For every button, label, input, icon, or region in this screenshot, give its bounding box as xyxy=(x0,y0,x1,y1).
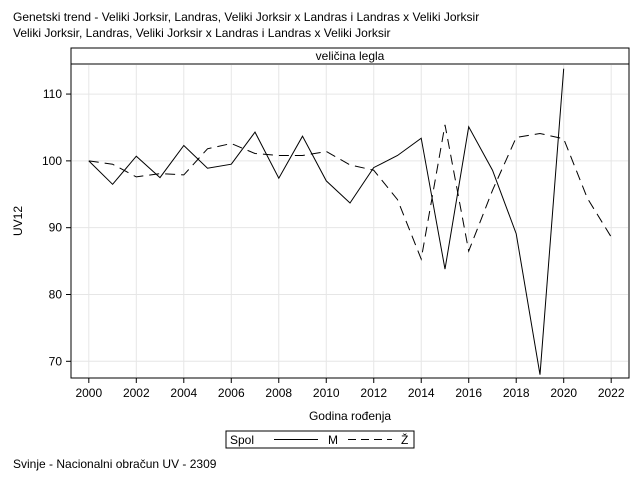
series-group xyxy=(88,68,612,375)
x-tick-label: 2000 xyxy=(75,386,102,400)
x-tick-label: 2020 xyxy=(550,386,577,400)
x-tick-label: 2022 xyxy=(598,386,625,400)
panel-title: veličina legla xyxy=(316,49,385,63)
x-tick-label: 2008 xyxy=(265,386,292,400)
y-axis-label: UV12 xyxy=(11,206,25,236)
chart-title-line-2: Veliki Jorksir, Landras, Veliki Jorksir … xyxy=(13,26,391,40)
x-tick-label: 2002 xyxy=(123,386,150,400)
series-line-z xyxy=(88,124,612,261)
grid xyxy=(72,65,628,377)
x-tick-label: 2010 xyxy=(313,386,340,400)
legend: Spol M Ž xyxy=(225,430,415,449)
x-tick-label: 2006 xyxy=(218,386,245,400)
series-line-m xyxy=(88,68,565,375)
x-tick-label: 2014 xyxy=(408,386,435,400)
y-tick-label: 70 xyxy=(49,354,63,368)
legend-label-m: M xyxy=(328,433,338,447)
y-tick-label: 90 xyxy=(49,221,63,235)
x-tick-label: 2012 xyxy=(360,386,387,400)
y-tick-label: 110 xyxy=(43,87,62,101)
y-tick-label: 80 xyxy=(49,287,63,301)
chart-title-line-1: Genetski trend - Veliki Jorksir, Landras… xyxy=(13,10,480,24)
legend-title: Spol xyxy=(230,433,254,447)
y-axis: 70 80 90 100 110 xyxy=(42,87,71,368)
legend-box xyxy=(225,430,415,449)
footnote: Svinje - Nacionalni obračun UV - 2309 xyxy=(13,457,217,471)
x-tick-label: 2016 xyxy=(455,386,482,400)
x-tick-label: 2004 xyxy=(170,386,197,400)
x-tick-label: 2018 xyxy=(503,386,530,400)
plot-frame xyxy=(70,63,630,379)
x-axis-label: Godina rođenja xyxy=(309,409,391,423)
y-tick-label: 100 xyxy=(42,154,62,168)
legend-label-z: Ž xyxy=(401,432,408,447)
x-axis: 2000 2002 2004 2006 2008 2010 2012 2014 2016 2018… xyxy=(75,378,625,400)
